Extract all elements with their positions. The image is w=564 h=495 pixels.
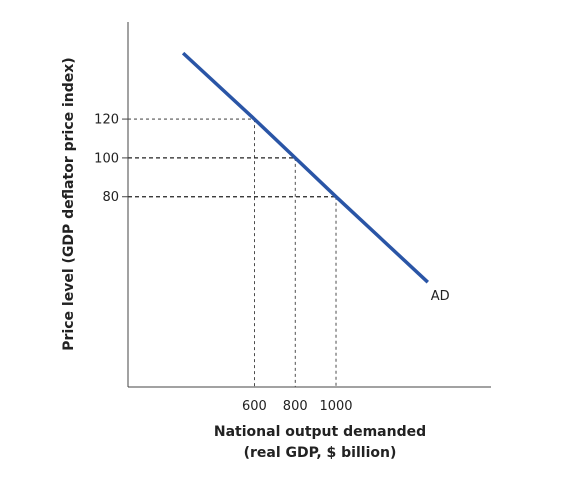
ad-curve-label: AD <box>431 289 450 304</box>
y-axis-title: Price level (GDP deflator price index) <box>61 57 77 350</box>
series-group: AD <box>181 51 450 304</box>
y-tick-label: 80 <box>102 190 119 205</box>
x-axis-title-line1: National output demanded <box>214 424 426 440</box>
ad-curve <box>181 51 429 284</box>
x-tick-label: 800 <box>283 399 308 414</box>
y-tick-label: 100 <box>94 151 119 166</box>
ticks-group: 80 100 120 600 800 1000 <box>94 113 352 414</box>
x-tick-label: 600 <box>242 399 267 414</box>
axes-group <box>127 22 491 388</box>
x-axis-title-line2: (real GDP, $ billion) <box>244 445 397 461</box>
reference-lines-group <box>128 118 337 387</box>
x-tick-label: 1000 <box>319 399 352 414</box>
y-tick-label: 120 <box>94 113 119 128</box>
